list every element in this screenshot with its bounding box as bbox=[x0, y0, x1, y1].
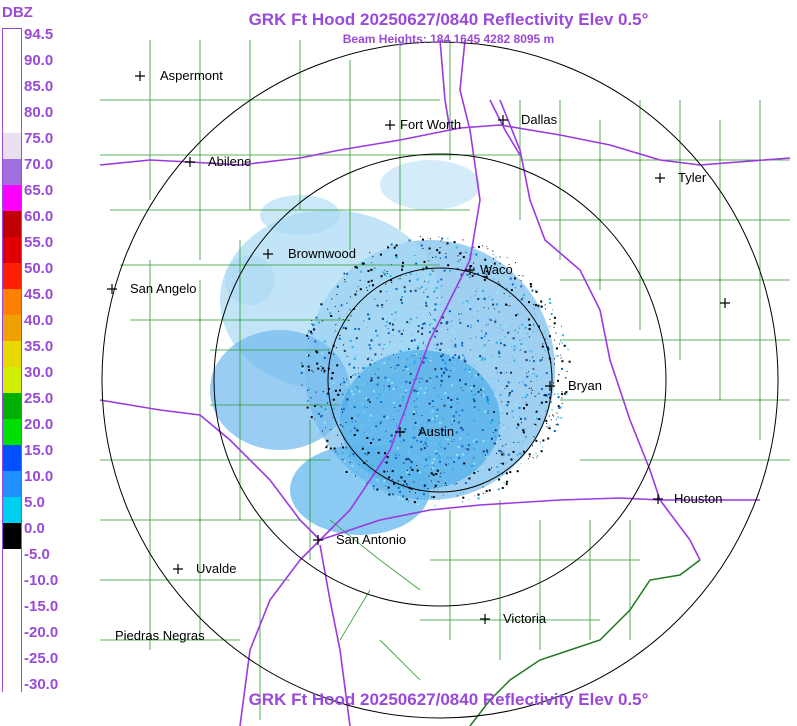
legend-label: 60.0 bbox=[24, 208, 54, 225]
legend-swatch bbox=[3, 133, 21, 159]
legend-label: 30.0 bbox=[24, 364, 54, 381]
legend-swatch bbox=[3, 497, 21, 523]
city-marker bbox=[173, 564, 183, 574]
legend-swatch bbox=[3, 549, 21, 575]
legend-swatch bbox=[3, 211, 21, 237]
legend-label: 55.0 bbox=[24, 234, 54, 251]
range-ring-1 bbox=[327, 267, 553, 493]
legend-label: 75.0 bbox=[24, 130, 54, 147]
city-marker bbox=[135, 71, 145, 81]
city-label: Aspermont bbox=[160, 68, 223, 83]
city-marker bbox=[107, 284, 117, 294]
legend-label: 65.0 bbox=[24, 182, 54, 199]
legend-label: -15.0 bbox=[24, 598, 59, 615]
city-marker bbox=[498, 115, 508, 125]
city-marker bbox=[395, 427, 405, 437]
city-marker bbox=[653, 494, 663, 504]
city-markers: Aspermont Fort Worth Dallas Abilene Tyler Bro… bbox=[107, 68, 730, 643]
city-label: Brownwood bbox=[288, 246, 356, 261]
city-label: Houston bbox=[674, 491, 722, 506]
legend-label: 90.0 bbox=[24, 52, 54, 69]
legend-swatch bbox=[3, 185, 21, 211]
legend-label: 15.0 bbox=[24, 442, 54, 459]
city-label: Piedras Negras bbox=[115, 628, 205, 643]
legend-label: -30.0 bbox=[24, 676, 59, 693]
legend-swatch bbox=[3, 575, 21, 601]
legend-label: 35.0 bbox=[24, 338, 54, 355]
city-label: Victoria bbox=[503, 611, 547, 626]
city-marker bbox=[545, 381, 555, 391]
legend-swatch bbox=[3, 627, 21, 653]
city-marker bbox=[480, 614, 490, 624]
legend-label: -10.0 bbox=[24, 572, 59, 589]
city-label: Tyler bbox=[678, 170, 707, 185]
city-label: Uvalde bbox=[196, 561, 236, 576]
city-marker bbox=[263, 249, 273, 259]
legend-label: 25.0 bbox=[24, 390, 54, 407]
legend-label: 85.0 bbox=[24, 78, 54, 95]
legend-label: -20.0 bbox=[24, 624, 59, 641]
legend-label: 70.0 bbox=[24, 156, 54, 173]
legend-swatch bbox=[3, 419, 21, 445]
city-marker bbox=[313, 535, 323, 545]
range-ring-2 bbox=[213, 153, 667, 607]
legend-swatch bbox=[3, 315, 21, 341]
legend-swatch bbox=[3, 107, 21, 133]
legend-label: 94.5 bbox=[24, 26, 54, 43]
legend-swatch bbox=[3, 55, 21, 81]
legend-label: 80.0 bbox=[24, 104, 54, 121]
legend-swatch bbox=[3, 471, 21, 497]
city-label: Abilene bbox=[208, 154, 251, 169]
legend-swatch bbox=[3, 159, 21, 185]
city-marker bbox=[185, 157, 195, 167]
legend-swatch bbox=[3, 393, 21, 419]
legend-swatch bbox=[3, 263, 21, 289]
legend-label: 40.0 bbox=[24, 312, 54, 329]
city-label: Fort Worth bbox=[400, 117, 461, 132]
city-marker bbox=[655, 173, 665, 183]
city-label: Bryan bbox=[568, 378, 602, 393]
legend-swatch bbox=[3, 237, 21, 263]
legend-swatch bbox=[3, 29, 21, 55]
county-lines bbox=[100, 40, 790, 720]
range-ring-3 bbox=[101, 41, 779, 719]
chart-title-bottom: GRK Ft Hood 20250627/0840 Reflectivity E… bbox=[248, 690, 649, 709]
city-marker bbox=[385, 120, 395, 130]
legend-label: 50.0 bbox=[24, 260, 54, 277]
city-label: San Angelo bbox=[130, 281, 197, 296]
legend-swatch bbox=[3, 341, 21, 367]
legend-label: 10.0 bbox=[24, 468, 54, 485]
color-legend-bar bbox=[2, 28, 22, 705]
city-label: Dallas bbox=[521, 112, 558, 127]
legend-swatch bbox=[3, 367, 21, 393]
speckle-layer bbox=[300, 235, 571, 507]
legend-swatch bbox=[3, 523, 21, 549]
legend-label: 5.0 bbox=[24, 494, 45, 511]
city-marker bbox=[720, 298, 730, 308]
legend-swatch bbox=[3, 445, 21, 471]
highways bbox=[99, 39, 791, 726]
legend-label: 20.0 bbox=[24, 416, 54, 433]
legend-label: -5.0 bbox=[24, 546, 50, 563]
legend-label: -25.0 bbox=[24, 650, 59, 667]
city-label: San Antonio bbox=[336, 532, 406, 547]
legend-swatch bbox=[3, 289, 21, 315]
city-label: Austin bbox=[418, 424, 454, 439]
city-label: Waco bbox=[480, 262, 513, 277]
legend-label: 45.0 bbox=[24, 286, 54, 303]
gulf-coastline bbox=[469, 559, 701, 726]
city-marker bbox=[465, 265, 475, 275]
reflectivity-echoes bbox=[210, 160, 555, 535]
legend-swatch bbox=[3, 81, 21, 107]
beam-heights: Beam Heights: 184 1645 4282 8095 m bbox=[342, 32, 555, 46]
legend-swatch bbox=[3, 601, 21, 627]
chart-title: GRK Ft Hood 20250627/0840 Reflectivity E… bbox=[248, 10, 649, 29]
legend-swatch bbox=[3, 653, 21, 679]
range-rings bbox=[101, 41, 779, 719]
legend-swatch bbox=[3, 679, 21, 705]
legend-label: 0.0 bbox=[24, 520, 45, 537]
legend-unit: DBZ bbox=[2, 4, 33, 21]
